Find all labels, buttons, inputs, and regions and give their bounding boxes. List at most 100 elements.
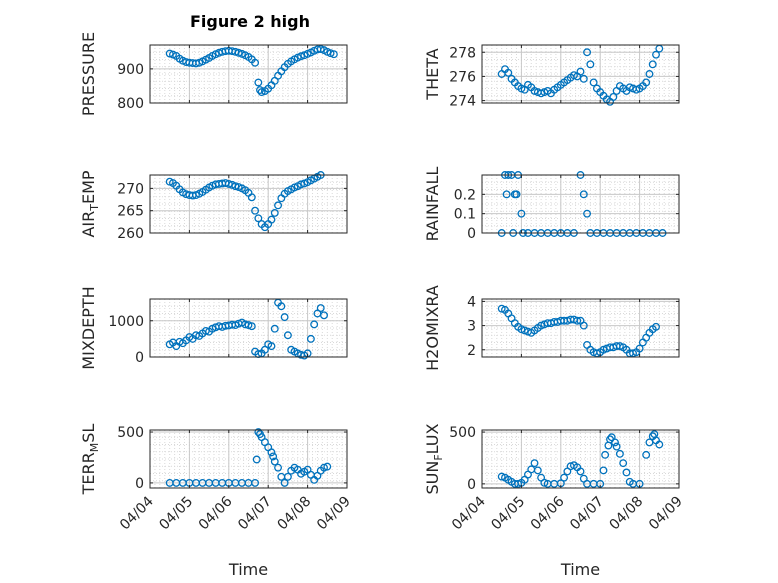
data-point — [247, 193, 256, 202]
y-axis-label: THETA — [423, 48, 442, 100]
data-point — [283, 472, 292, 481]
data-point — [323, 462, 332, 471]
data-point — [257, 88, 266, 97]
data-point — [512, 190, 521, 199]
subplot-air-temp: 260 265 270 AIRTEMP — [79, 170, 348, 242]
x-tick-label: 04/08 — [275, 494, 315, 534]
y-axis-label: RAINFALL — [423, 167, 442, 242]
y-tick-label: 0 — [467, 477, 476, 493]
data-point — [533, 466, 542, 475]
y-tick-label: 260 — [117, 226, 144, 242]
data-point — [530, 459, 539, 468]
data-point — [622, 468, 631, 477]
data-point — [270, 324, 279, 333]
axes-box — [481, 44, 680, 104]
data-point — [234, 48, 243, 57]
data-point — [652, 50, 660, 59]
data-point — [224, 179, 233, 188]
data-point — [589, 78, 598, 87]
data-point — [316, 304, 325, 313]
axes-box — [481, 174, 680, 234]
x-tick-label: 04/05 — [156, 494, 196, 534]
data-point — [283, 331, 292, 340]
y-axis-label: AIRTEMP — [79, 170, 101, 237]
data-point — [579, 321, 588, 330]
y-axis-label: TERRMSL — [79, 424, 101, 496]
data-point — [270, 208, 279, 217]
axes-box — [481, 298, 680, 358]
data-point — [642, 78, 651, 87]
data-point — [310, 320, 319, 329]
y-tick-label: 276 — [449, 69, 476, 85]
y-tick-label: 274 — [449, 94, 476, 110]
data-point — [269, 452, 278, 461]
data-point — [274, 201, 282, 210]
data-point — [306, 334, 315, 343]
x-tick-label: 04/09 — [646, 494, 686, 534]
data-point — [277, 302, 286, 311]
data-point — [251, 206, 260, 215]
x-axis-label: Time — [560, 560, 600, 579]
data-point — [267, 448, 276, 457]
y-axis-label: PRESSURE — [79, 32, 98, 116]
y-tick-label: 500 — [449, 425, 476, 441]
y-tick-label: 900 — [117, 62, 144, 78]
y-tick-label: 270 — [117, 181, 144, 197]
y-tick-label: 0 — [135, 476, 144, 492]
data-point — [502, 190, 511, 199]
x-tick-label: 04/06 — [528, 493, 568, 533]
subplot-h2omixra: 2 3 4 H2OMIXRA — [423, 285, 680, 371]
data-point — [619, 459, 628, 468]
data-point — [579, 190, 588, 199]
data-point — [514, 479, 523, 488]
data-point — [573, 316, 582, 325]
subplot-rainfall: 0 0.1 0.2 RAINFALL — [423, 167, 680, 242]
data-point — [329, 50, 338, 59]
data-point — [648, 60, 657, 69]
data-point — [579, 74, 588, 83]
data-point — [576, 467, 585, 476]
y-tick-label: 2 — [467, 343, 476, 359]
x-tick-label: 04/06 — [196, 493, 236, 533]
y-axis-label: MIXDEPTH — [79, 286, 98, 369]
data-point — [326, 49, 335, 58]
data-point — [601, 450, 610, 459]
x-tick-label: 04/07 — [235, 494, 275, 534]
y-tick-label: 0 — [135, 350, 144, 366]
y-axis-label: H2OMIXRA — [423, 285, 442, 371]
y-tick-label: 500 — [117, 425, 144, 441]
data-point — [615, 449, 624, 458]
data-point — [576, 67, 585, 76]
data-point — [256, 86, 264, 94]
data-point — [645, 70, 654, 78]
axes-box — [149, 429, 348, 489]
data-point — [254, 78, 263, 87]
data-point — [247, 322, 256, 331]
data-point — [320, 463, 328, 472]
y-tick-label: 4 — [467, 294, 476, 310]
axes-box — [149, 44, 348, 104]
y-tick-label: 3 — [467, 319, 476, 335]
x-tick-label: 04/09 — [314, 494, 354, 534]
x-axis-label: Time — [228, 560, 268, 579]
y-tick-label: 0.1 — [454, 207, 476, 223]
data-point — [517, 209, 526, 218]
data-point — [320, 311, 328, 320]
data-point — [280, 478, 289, 487]
data-point — [274, 463, 282, 472]
y-tick-label: 0 — [467, 226, 476, 242]
subplot-pressure: 800 900 PRESSURE — [79, 32, 348, 116]
y-tick-label: 265 — [117, 204, 144, 220]
data-point — [267, 215, 276, 224]
data-point — [267, 342, 276, 351]
data-point — [254, 214, 263, 223]
subplot-terr-msl: 0 500 TERRMSL 04/04 04/05 04/06 04/07 04/08 04/0… — [79, 424, 354, 579]
data-point — [244, 321, 253, 330]
data-point — [165, 49, 174, 58]
x-tick-label: 04/04 — [117, 493, 157, 533]
data-point — [251, 58, 260, 67]
figure-title: Figure 2 high — [190, 12, 310, 31]
data-point — [604, 441, 613, 450]
